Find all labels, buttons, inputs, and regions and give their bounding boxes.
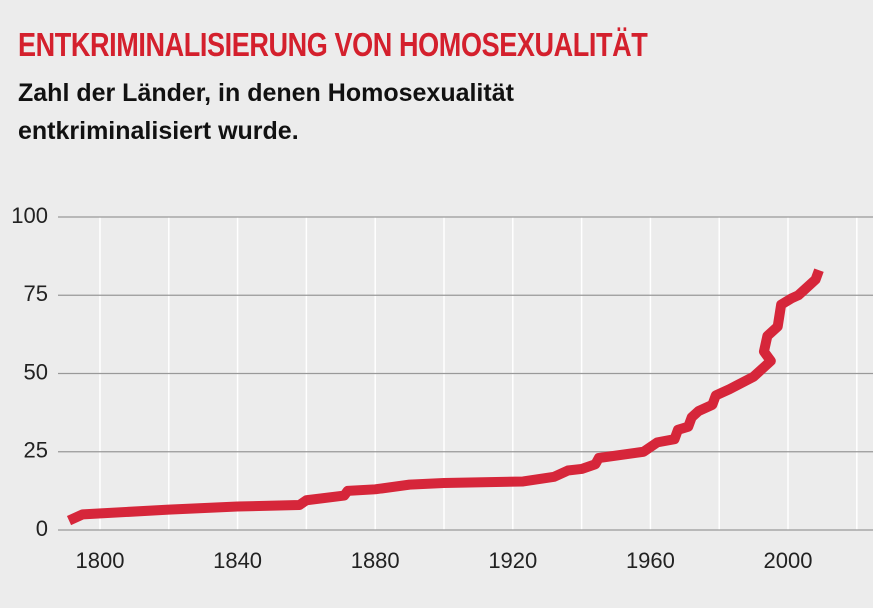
x-tick-label: 2000	[764, 548, 813, 573]
x-tick-label: 1960	[626, 548, 675, 573]
x-tick-label: 1840	[213, 548, 262, 573]
x-tick-label: 1800	[75, 548, 124, 573]
y-tick-label: 50	[24, 359, 48, 384]
y-tick-label: 0	[36, 516, 48, 541]
y-tick-label: 75	[24, 281, 48, 306]
x-tick-label: 1920	[488, 548, 537, 573]
x-tick-label: 1880	[351, 548, 400, 573]
y-tick-label: 100	[11, 203, 48, 228]
chart-subtitle: Zahl der Länder, in denen Homosexualität…	[18, 79, 514, 145]
y-tick-label: 25	[24, 438, 48, 463]
data-line	[66, 268, 824, 526]
chart-title: ENTKRIMINALISIERUNG VON HOMOSEXUALITÄT	[18, 26, 648, 63]
